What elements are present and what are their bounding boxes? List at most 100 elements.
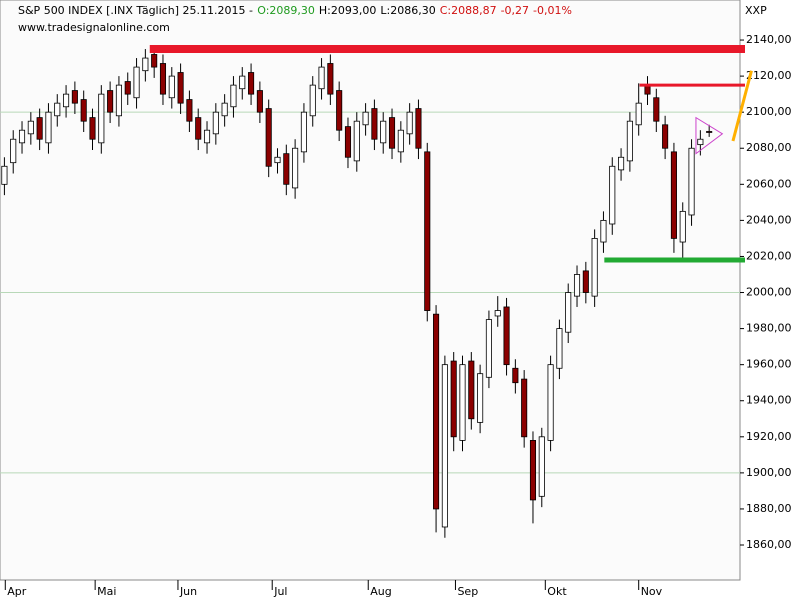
candle-body xyxy=(397,129,404,153)
y-tick-label: 1940,00 xyxy=(746,394,792,407)
candle-body xyxy=(591,238,598,297)
candle-body xyxy=(230,84,237,108)
candle-body xyxy=(256,90,263,113)
header: S&P 500 INDEX [.INX Täglich] 25.11.2015 … xyxy=(18,4,572,17)
header-part: O:2089,30 xyxy=(257,4,315,17)
x-tick-label: Apr xyxy=(7,585,27,598)
candle-body xyxy=(89,117,96,140)
y-tick-label: 1860,00 xyxy=(746,538,792,551)
y-tick-label: 2140,00 xyxy=(746,33,792,46)
header-part: H:2093,00 xyxy=(319,4,376,17)
y-tick-label: 2020,00 xyxy=(746,249,792,262)
candle-body xyxy=(424,151,431,311)
candle-body xyxy=(283,153,290,185)
candle-body xyxy=(239,75,246,90)
y-tick-label: 2000,00 xyxy=(746,286,792,299)
y-tick-label: 1920,00 xyxy=(746,430,792,443)
candle-body xyxy=(556,328,563,369)
candle-body xyxy=(133,66,140,99)
candle-body xyxy=(10,138,17,164)
candle-body xyxy=(318,66,325,90)
candle-body xyxy=(662,124,669,149)
y-tick-label: 2100,00 xyxy=(746,105,792,118)
x-tick-label: Sep xyxy=(457,585,478,598)
candle-body xyxy=(573,274,581,297)
candle-body xyxy=(212,111,219,135)
candle-body xyxy=(124,81,131,95)
candle-body xyxy=(195,117,202,140)
candle-body xyxy=(177,72,184,104)
x-tick-label: Jul xyxy=(273,585,287,598)
candle-body xyxy=(248,72,255,95)
candle-body xyxy=(265,108,272,167)
source: www.tradesignalonline.com xyxy=(18,21,170,34)
y-tick-label: 2040,00 xyxy=(746,213,792,226)
candle-body xyxy=(63,93,70,108)
candle-body xyxy=(344,126,352,158)
y-tick-label: 2120,00 xyxy=(746,69,792,82)
candle-body xyxy=(98,93,105,144)
candle-body xyxy=(406,111,413,135)
candle-body xyxy=(327,63,334,95)
candle-body xyxy=(626,120,633,162)
candle-body xyxy=(635,102,642,126)
candle-body xyxy=(468,360,475,420)
candle-body xyxy=(353,120,360,162)
candle-body xyxy=(670,151,677,239)
candle-body xyxy=(485,319,492,378)
candle-body xyxy=(600,219,607,243)
candle-body xyxy=(609,165,616,225)
header-part: C:2088,87 xyxy=(440,4,497,17)
candle-body xyxy=(142,57,149,72)
triangle xyxy=(695,116,724,155)
candle-body xyxy=(80,99,87,122)
candle-body xyxy=(151,54,158,68)
candle-body xyxy=(679,210,686,243)
candle-body xyxy=(529,440,537,501)
candle-body xyxy=(274,156,281,164)
candle-body xyxy=(300,111,307,153)
candle-body xyxy=(565,292,572,333)
y-tick-label: 1980,00 xyxy=(746,322,792,335)
header-part: L:2086,30 xyxy=(380,4,435,17)
y-tick-label: 1880,00 xyxy=(746,502,792,515)
candle-body xyxy=(54,102,61,117)
y-tick-label: 1900,00 xyxy=(746,466,792,479)
candle-body xyxy=(45,111,52,144)
candle-body xyxy=(547,364,554,441)
candle-body xyxy=(115,84,122,117)
candle-body xyxy=(336,90,343,131)
x-tick-label: Aug xyxy=(370,585,391,598)
candle-body xyxy=(450,360,457,438)
candle-body xyxy=(706,131,713,133)
candle-body xyxy=(503,306,510,366)
candle-body xyxy=(441,364,448,528)
candle-body xyxy=(159,63,167,95)
header-part: -0,01% xyxy=(533,4,572,17)
candle-body xyxy=(27,120,34,135)
candle-body xyxy=(71,90,78,104)
candle-body xyxy=(362,111,369,126)
header-part: -0,27 xyxy=(501,4,529,17)
candle-body xyxy=(494,310,501,317)
y-tick-label: 2080,00 xyxy=(746,141,792,154)
candle-body xyxy=(1,165,8,185)
candle-body xyxy=(203,129,211,144)
candle-body xyxy=(221,102,228,117)
candle-body xyxy=(538,436,545,497)
corner-label: XXP xyxy=(745,4,767,17)
candle-body xyxy=(653,97,660,122)
plot-area xyxy=(0,0,741,581)
candle-body xyxy=(371,108,378,140)
candle-body xyxy=(459,364,466,441)
candle-body xyxy=(309,84,316,117)
x-tick-label: Nov xyxy=(641,585,663,598)
candle-body xyxy=(292,147,299,189)
candle-body xyxy=(618,156,625,171)
candle-body xyxy=(388,117,396,149)
candle-body xyxy=(433,313,440,510)
candle-body xyxy=(521,378,528,438)
candle-body xyxy=(186,99,193,122)
x-tick-label: Okt xyxy=(547,585,567,598)
